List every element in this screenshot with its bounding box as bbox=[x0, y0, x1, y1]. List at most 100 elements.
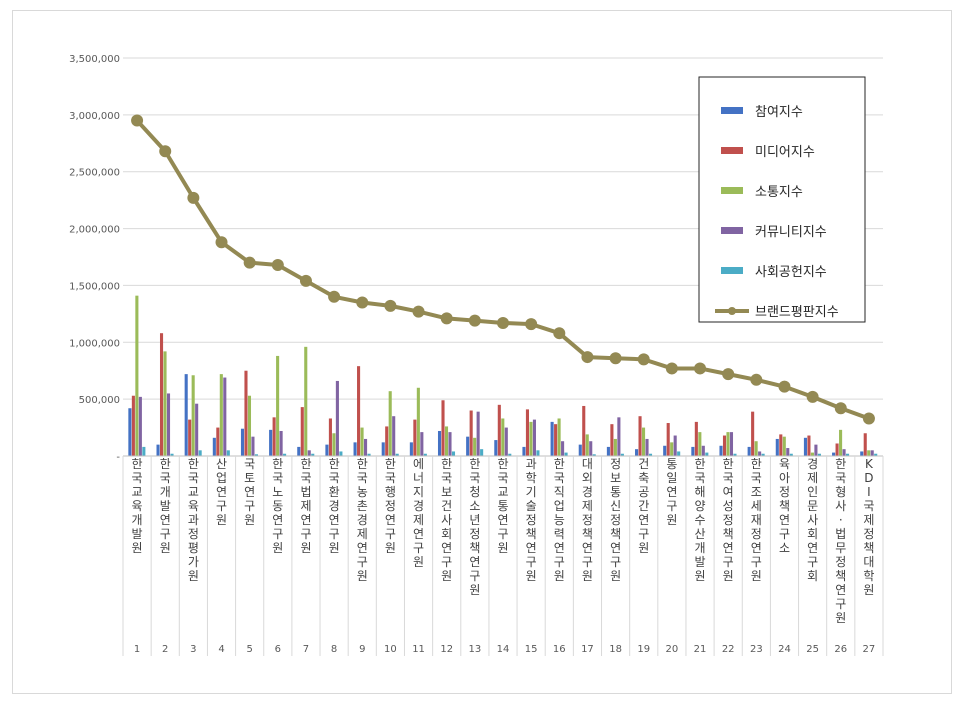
x-rank-label: 20 bbox=[666, 644, 679, 655]
bar bbox=[159, 333, 164, 456]
bar bbox=[353, 442, 357, 456]
bar bbox=[251, 436, 255, 456]
bar bbox=[635, 449, 639, 456]
y-tick-label: 2,000,000 bbox=[69, 225, 120, 236]
bar bbox=[131, 395, 135, 456]
bar bbox=[751, 411, 755, 456]
bar bbox=[810, 452, 814, 456]
x-rank-label: 16 bbox=[553, 644, 566, 655]
line-point bbox=[299, 274, 312, 287]
bar bbox=[269, 429, 273, 456]
line-point bbox=[412, 305, 425, 318]
line-point bbox=[581, 351, 594, 364]
bar bbox=[638, 416, 642, 456]
bar bbox=[620, 453, 624, 456]
chart-svg: - 500,000 1,000,000 1,500,000 2,000,000 2,500… bbox=[69, 54, 884, 656]
bar bbox=[381, 442, 385, 456]
x-rank-label: 1 bbox=[134, 644, 140, 655]
bar bbox=[747, 446, 751, 456]
bar bbox=[437, 430, 442, 456]
x-category-label: 한 국 형 사 · 법 무 정 책 연 구 원 bbox=[835, 457, 846, 625]
chart-frame: - 500,000 1,000,000 1,500,000 2,000,000 2,500… bbox=[12, 10, 952, 694]
bar bbox=[610, 424, 614, 456]
bar bbox=[166, 393, 171, 456]
bar bbox=[729, 432, 734, 456]
bar bbox=[497, 404, 501, 456]
x-rank-label: 22 bbox=[722, 644, 735, 655]
bar bbox=[761, 453, 765, 456]
x-rank-label: 2 bbox=[162, 644, 168, 655]
bar bbox=[817, 453, 821, 456]
x-rank-label: 5 bbox=[246, 644, 252, 655]
bar bbox=[219, 374, 223, 456]
line-point bbox=[243, 256, 256, 269]
bar bbox=[367, 453, 371, 456]
bar bbox=[504, 427, 508, 456]
bar bbox=[698, 432, 702, 456]
bar bbox=[775, 438, 779, 456]
bar bbox=[392, 416, 396, 456]
bar bbox=[142, 446, 146, 456]
x-rank-label: 26 bbox=[834, 644, 847, 655]
bar bbox=[694, 421, 698, 456]
bar bbox=[733, 453, 737, 456]
bar bbox=[480, 449, 484, 456]
bar bbox=[663, 445, 667, 456]
bar bbox=[385, 426, 389, 456]
legend-marker bbox=[728, 307, 736, 315]
bar bbox=[561, 441, 565, 456]
x-rank-label: 13 bbox=[468, 644, 481, 655]
bar bbox=[606, 446, 610, 456]
bar bbox=[188, 419, 192, 456]
bar bbox=[525, 409, 530, 456]
bar bbox=[550, 421, 554, 456]
legend-label: 사회공헌지수 bbox=[755, 265, 827, 280]
x-rank-label: 6 bbox=[275, 644, 281, 655]
bar bbox=[754, 441, 758, 456]
legend-label: 커뮤니티지수 bbox=[755, 225, 827, 240]
bar bbox=[335, 380, 339, 456]
line-point bbox=[609, 352, 622, 365]
y-tick-label: 2,500,000 bbox=[69, 168, 120, 179]
bar bbox=[156, 444, 160, 456]
bar bbox=[195, 403, 199, 456]
bar bbox=[304, 346, 308, 456]
bar bbox=[416, 387, 420, 456]
bar bbox=[413, 419, 417, 456]
x-rank-label: 15 bbox=[525, 644, 538, 655]
bar bbox=[339, 451, 343, 456]
bar bbox=[803, 437, 807, 456]
gridlines bbox=[123, 57, 883, 400]
bar bbox=[839, 429, 843, 456]
bar bbox=[360, 427, 364, 456]
y-tick-label: 3,000,000 bbox=[69, 111, 120, 122]
brand-line bbox=[131, 114, 875, 425]
bar bbox=[592, 454, 596, 456]
line-point bbox=[468, 314, 481, 327]
legend-label: 소통지수 bbox=[755, 185, 803, 200]
legend-label: 브랜드평판지수 bbox=[755, 305, 839, 320]
bar bbox=[409, 442, 413, 456]
bar bbox=[135, 295, 139, 456]
bar bbox=[170, 453, 174, 456]
bar bbox=[420, 432, 424, 456]
line-point bbox=[722, 368, 735, 381]
bar bbox=[807, 435, 811, 456]
bar bbox=[184, 374, 188, 456]
bar bbox=[863, 433, 867, 456]
x-axis: 한 국 교 육 개 발 원 1 한 국 개 발 연 구 원 2 한 국 교 육 과 정 평 가 원 3 산 업 연 구 원 4 국 토 연 구 원 5 한 국… bbox=[122, 455, 884, 656]
bar bbox=[554, 424, 558, 456]
bar bbox=[325, 444, 329, 456]
bar bbox=[726, 432, 730, 456]
